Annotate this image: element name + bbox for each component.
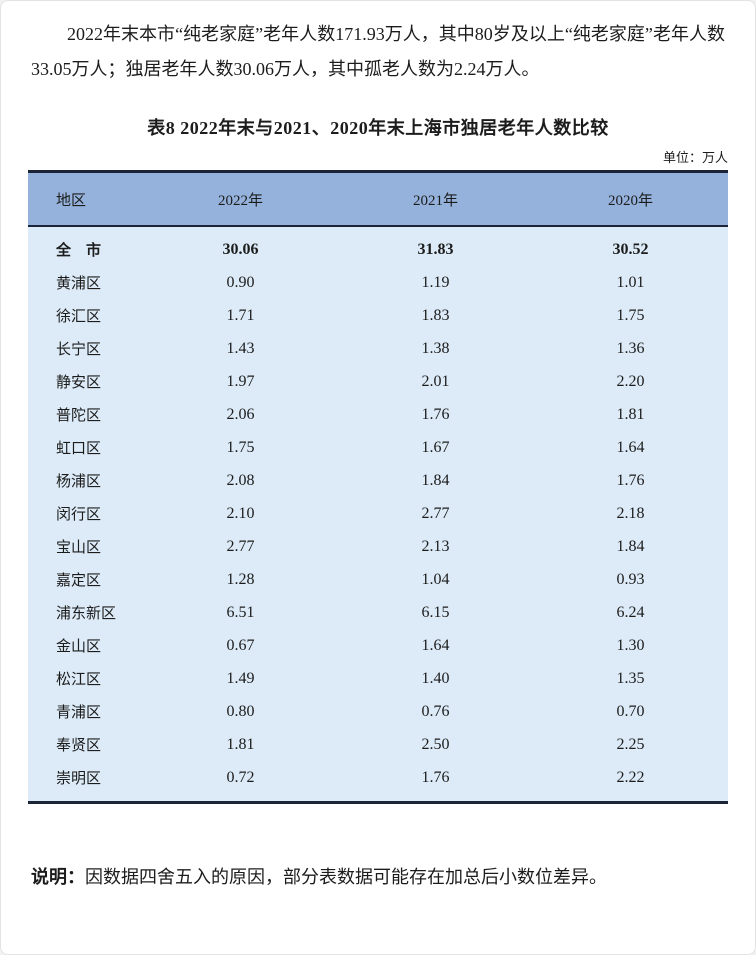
header-cell-2021: 2021年	[412, 192, 458, 209]
table-row: 闵行区 2.10 2.77 2.18	[28, 497, 728, 530]
value-cell-2021: 1.64	[421, 636, 450, 654]
value-cell-2022: 1.43	[226, 339, 255, 357]
value-cell-2022: 2.08	[226, 471, 255, 489]
region-cell: 青浦区	[56, 705, 102, 721]
value-cell-2021: 2.50	[421, 735, 450, 753]
table-title: 表8 2022年末与2021、2020年末上海市独居老年人数比较	[147, 118, 609, 138]
region-cell: 全 市	[56, 243, 102, 259]
value-cell-2021: 2.13	[421, 537, 450, 555]
region-cell: 黄浦区	[56, 276, 102, 292]
value-cell-2021: 1.76	[421, 405, 450, 423]
value-cell-2020: 1.36	[616, 339, 645, 357]
value-cell-2022: 6.51	[226, 603, 255, 621]
value-cell-2020: 1.84	[616, 537, 645, 555]
value-cell-2020: 0.70	[616, 702, 645, 720]
region-cell: 松江区	[56, 672, 102, 688]
value-cell-2021: 1.76	[421, 768, 450, 786]
value-cell-2021: 2.01	[421, 372, 450, 390]
value-cell-2020: 1.01	[616, 273, 645, 291]
value-cell-2022: 1.75	[226, 438, 255, 456]
table-row: 黄浦区 0.90 1.19 1.01	[28, 266, 728, 299]
stats-table: 地区 2022年 2021年 2020年 全 市 30.06 31.83 30.…	[28, 170, 728, 804]
value-cell-2022: 1.28	[226, 570, 255, 588]
table-row: 普陀区 2.06 1.76 1.81	[28, 398, 728, 431]
value-cell-2020: 30.52	[612, 240, 649, 258]
table-row: 徐汇区 1.71 1.83 1.75	[28, 299, 728, 332]
value-cell-2020: 6.24	[616, 603, 645, 621]
value-cell-2020: 2.20	[616, 372, 645, 390]
value-cell-2022: 1.81	[226, 735, 255, 753]
table-row: 静安区 1.97 2.01 2.20	[28, 365, 728, 398]
value-cell-2020: 1.35	[616, 669, 645, 687]
region-cell: 普陀区	[56, 408, 102, 424]
footnote-label: 说明：	[31, 867, 85, 887]
value-cell-2021: 6.15	[421, 603, 450, 621]
table-row-total: 全 市 30.06 31.83 30.52	[28, 233, 728, 266]
region-cell: 闵行区	[56, 507, 102, 523]
header-cell-2022: 2022年	[217, 192, 263, 209]
value-cell-2021: 1.19	[421, 273, 450, 291]
value-cell-2022: 0.72	[226, 768, 255, 786]
table-row: 浦东新区 6.51 6.15 6.24	[28, 596, 728, 629]
header-cell-2020: 2020年	[607, 192, 653, 209]
value-cell-2021: 1.04	[421, 570, 450, 588]
region-cell: 嘉定区	[56, 573, 102, 589]
value-cell-2020: 2.18	[616, 504, 645, 522]
value-cell-2022: 0.90	[226, 273, 255, 291]
value-cell-2022: 1.97	[226, 372, 255, 390]
table-row: 虹口区 1.75 1.67 1.64	[28, 431, 728, 464]
table-row: 金山区 0.67 1.64 1.30	[28, 629, 728, 662]
value-cell-2021: 31.83	[417, 240, 454, 258]
region-cell: 静安区	[56, 375, 102, 391]
value-cell-2020: 2.25	[616, 735, 645, 753]
footnote: 说明：因数据四舍五入的原因，部分表数据可能存在加总后小数位差异。	[31, 862, 725, 892]
table-row: 嘉定区 1.28 1.04 0.93	[28, 563, 728, 596]
value-cell-2020: 1.81	[616, 405, 645, 423]
region-cell: 奉贤区	[56, 738, 102, 754]
value-cell-2020: 0.93	[616, 570, 645, 588]
value-cell-2020: 1.76	[616, 471, 645, 489]
value-cell-2022: 1.49	[226, 669, 255, 687]
region-cell: 杨浦区	[56, 474, 102, 490]
region-cell: 金山区	[56, 639, 102, 655]
value-cell-2022: 1.71	[226, 306, 255, 324]
value-cell-2021: 2.77	[421, 504, 450, 522]
value-cell-2022: 2.06	[226, 405, 255, 423]
value-cell-2021: 1.67	[421, 438, 450, 456]
value-cell-2022: 2.10	[226, 504, 255, 522]
region-cell: 徐汇区	[56, 309, 102, 325]
value-cell-2020: 1.75	[616, 306, 645, 324]
value-cell-2022: 0.80	[226, 702, 255, 720]
table-row: 松江区 1.49 1.40 1.35	[28, 662, 728, 695]
footnote-text: 因数据四舍五入的原因，部分表数据可能存在加总后小数位差异。	[85, 867, 607, 887]
region-cell: 浦东新区	[56, 606, 117, 622]
region-cell: 宝山区	[56, 540, 102, 556]
value-cell-2022: 2.77	[226, 537, 255, 555]
intro-paragraph: 2022年末本市“纯老家庭”老年人数171.93万人，其中80岁及以上“纯老家庭…	[31, 24, 725, 79]
value-cell-2022: 0.67	[226, 636, 255, 654]
table-row: 奉贤区 1.81 2.50 2.25	[28, 728, 728, 761]
value-cell-2022: 30.06	[222, 240, 259, 258]
value-cell-2021: 1.84	[421, 471, 450, 489]
value-cell-2021: 0.76	[421, 702, 450, 720]
value-cell-2020: 1.30	[616, 636, 645, 654]
value-cell-2020: 2.22	[616, 768, 645, 786]
region-cell: 虹口区	[56, 441, 102, 457]
value-cell-2021: 1.83	[421, 306, 450, 324]
value-cell-2021: 1.40	[421, 669, 450, 687]
header-cell-region: 地区	[56, 192, 87, 209]
table-row: 崇明区 0.72 1.76 2.22	[28, 761, 728, 794]
table-row: 宝山区 2.77 2.13 1.84	[28, 530, 728, 563]
table-body: 全 市 30.06 31.83 30.52 黄浦区 0.90 1.19 1.01…	[28, 227, 728, 801]
value-cell-2021: 1.38	[421, 339, 450, 357]
value-cell-2020: 1.64	[616, 438, 645, 456]
unit-label: 单位：万人	[662, 150, 728, 165]
table-row: 青浦区 0.80 0.76 0.70	[28, 695, 728, 728]
region-cell: 崇明区	[56, 771, 102, 787]
region-cell: 长宁区	[56, 342, 102, 358]
table-row: 杨浦区 2.08 1.84 1.76	[28, 464, 728, 497]
table-row: 长宁区 1.43 1.38 1.36	[28, 332, 728, 365]
table-header-row: 地区 2022年 2021年 2020年	[28, 173, 728, 227]
